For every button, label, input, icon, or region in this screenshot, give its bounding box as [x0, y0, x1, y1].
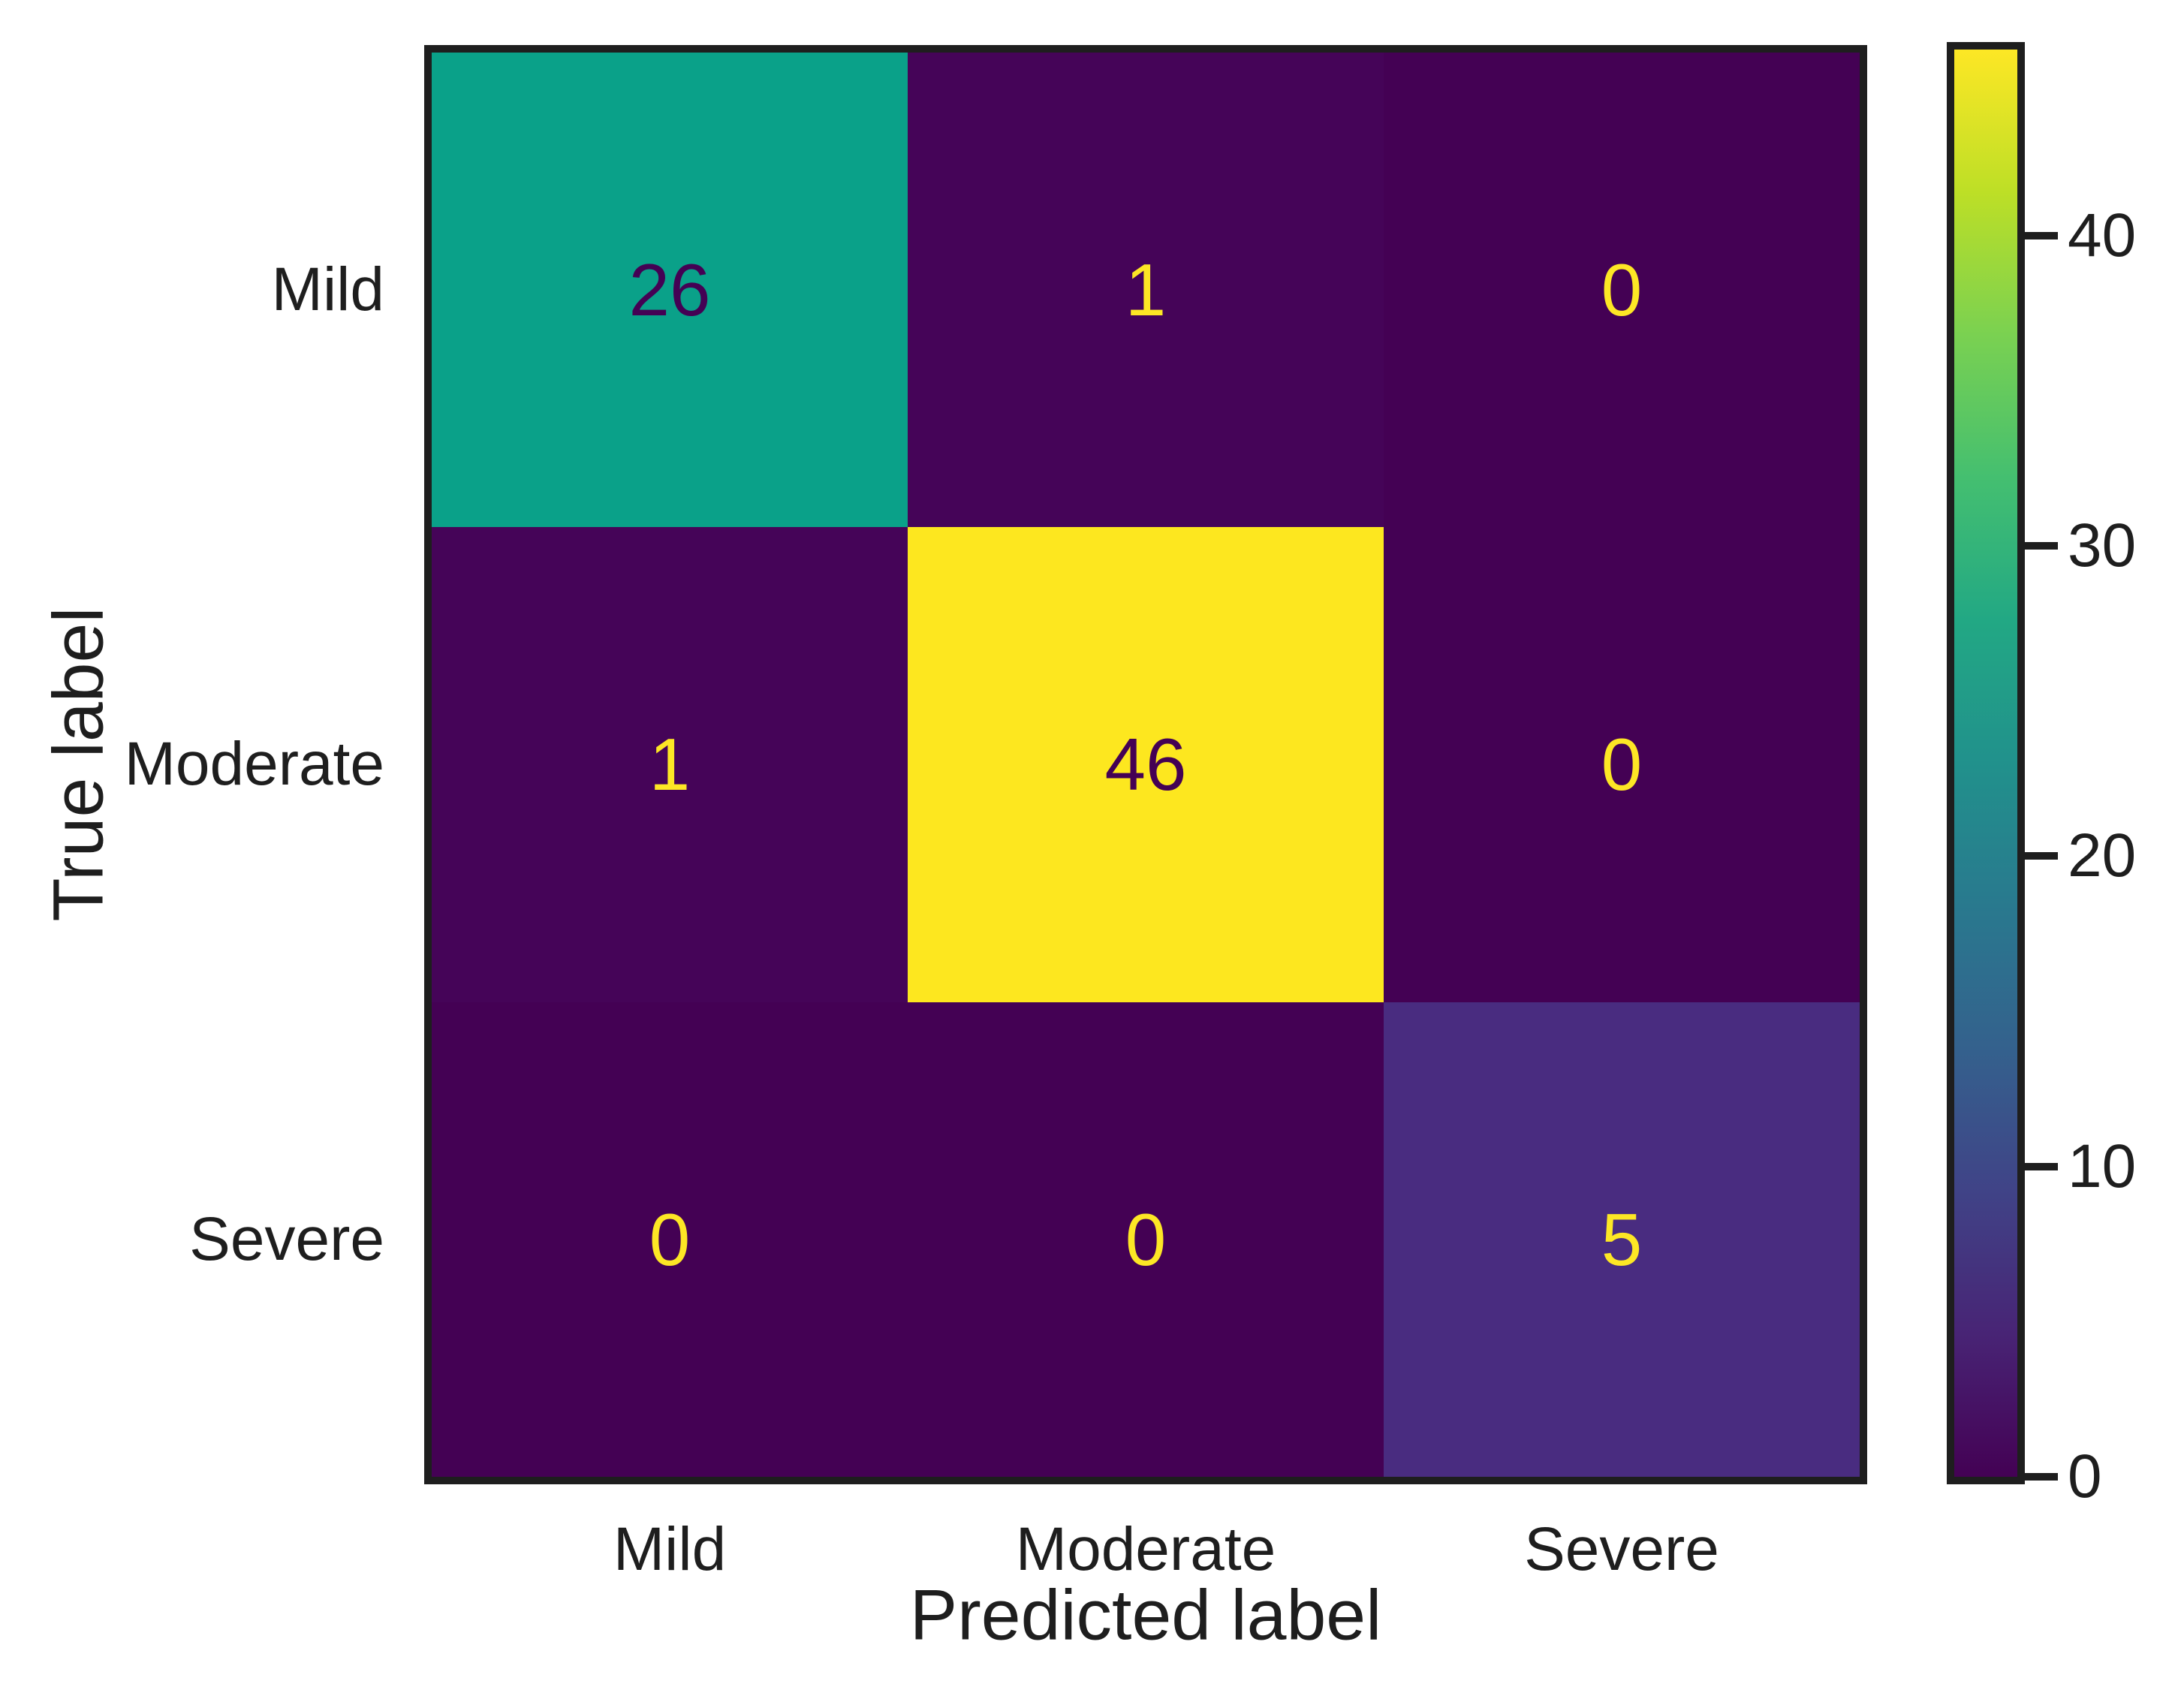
- matrix-cell: 0: [432, 1002, 908, 1477]
- colorbar-tick-mark: [2025, 852, 2058, 860]
- cell-value: 5: [1601, 1197, 1643, 1281]
- cell-value: 1: [649, 723, 691, 806]
- matrix-cell: 5: [1384, 1002, 1860, 1477]
- colorbar-tick-label: 10: [2068, 1131, 2137, 1200]
- heatmap-matrix: 26 1 0 1 46 0 0 0 5: [424, 45, 1867, 1484]
- cell-value: 1: [1125, 249, 1167, 332]
- x-tick-label-severe: Severe: [1524, 1515, 1719, 1583]
- matrix-cell: 46: [908, 527, 1384, 1002]
- colorbar-tick-label: 40: [2068, 200, 2137, 270]
- x-tick-label-moderate: Moderate: [1015, 1515, 1276, 1583]
- cell-value: 26: [628, 249, 711, 332]
- cell-value: 0: [1125, 1197, 1167, 1281]
- colorbar-tick-mark: [2025, 231, 2058, 239]
- matrix-cell: 26: [432, 53, 908, 528]
- colorbar-tick-label: 0: [2068, 1442, 2102, 1511]
- matrix-cell: 1: [908, 53, 1384, 528]
- cell-value: 0: [1601, 249, 1643, 332]
- cell-value: 46: [1104, 723, 1187, 806]
- y-tick-label-severe: Severe: [189, 1205, 384, 1273]
- colorbar-tick-mark: [2025, 1162, 2058, 1170]
- matrix-cell: 0: [908, 1002, 1384, 1477]
- colorbar-tick-mark: [2025, 1473, 2058, 1481]
- colorbar-tick-mark: [2025, 542, 2058, 550]
- cell-value: 0: [649, 1197, 691, 1281]
- colorbar-tick-label: 30: [2068, 511, 2137, 580]
- matrix-cell: 0: [1384, 53, 1860, 528]
- colorbar-tick-label: 20: [2068, 821, 2137, 890]
- x-axis-title: Predicted label: [909, 1575, 1382, 1655]
- colorbar: [1947, 42, 2025, 1484]
- cell-value: 0: [1601, 723, 1643, 806]
- x-tick-label-mild: Mild: [613, 1515, 727, 1583]
- y-tick-label-moderate: Moderate: [124, 730, 384, 798]
- y-tick-label-mild: Mild: [271, 255, 384, 324]
- matrix-cell: 0: [1384, 527, 1860, 1002]
- matrix-cell: 1: [432, 527, 908, 1002]
